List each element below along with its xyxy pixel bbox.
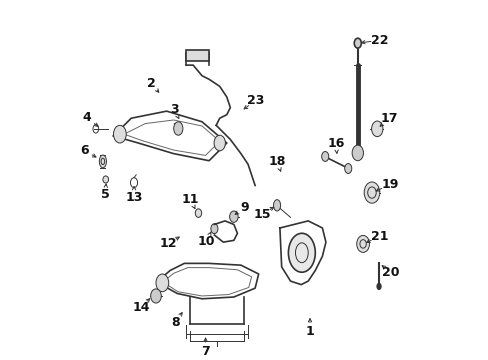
Text: 14: 14: [132, 301, 149, 314]
Ellipse shape: [173, 122, 183, 135]
Ellipse shape: [113, 125, 126, 143]
Ellipse shape: [195, 209, 201, 217]
Text: 19: 19: [381, 178, 398, 191]
Ellipse shape: [344, 163, 351, 174]
Text: 12: 12: [159, 237, 177, 250]
Text: 10: 10: [197, 235, 215, 248]
Ellipse shape: [102, 176, 108, 183]
Text: 23: 23: [247, 94, 264, 107]
Bar: [186, 50, 209, 60]
Ellipse shape: [288, 233, 315, 272]
Ellipse shape: [321, 152, 328, 161]
Text: 17: 17: [380, 112, 397, 125]
Text: 3: 3: [169, 103, 178, 116]
Ellipse shape: [273, 200, 280, 211]
Ellipse shape: [156, 274, 168, 292]
Ellipse shape: [351, 145, 363, 161]
Ellipse shape: [210, 224, 218, 234]
Ellipse shape: [99, 155, 106, 168]
Ellipse shape: [371, 121, 382, 137]
Text: 4: 4: [83, 111, 91, 124]
Text: 15: 15: [253, 208, 270, 221]
Text: 13: 13: [125, 191, 142, 204]
Text: 9: 9: [240, 201, 249, 214]
Text: 1: 1: [305, 325, 314, 338]
Text: 18: 18: [268, 154, 285, 168]
Text: 11: 11: [181, 193, 199, 206]
Ellipse shape: [364, 182, 379, 203]
Text: 21: 21: [370, 230, 387, 243]
Text: 8: 8: [171, 316, 180, 329]
Ellipse shape: [376, 283, 380, 289]
Text: 16: 16: [326, 136, 344, 149]
Ellipse shape: [356, 235, 369, 252]
Text: 6: 6: [80, 144, 88, 157]
Text: 22: 22: [370, 34, 388, 47]
Text: 5: 5: [101, 188, 109, 201]
Ellipse shape: [150, 289, 161, 303]
Ellipse shape: [214, 135, 225, 151]
Ellipse shape: [229, 211, 238, 222]
Text: 7: 7: [201, 345, 209, 358]
Ellipse shape: [353, 38, 361, 48]
Text: 20: 20: [382, 266, 399, 279]
Text: 2: 2: [146, 77, 155, 90]
